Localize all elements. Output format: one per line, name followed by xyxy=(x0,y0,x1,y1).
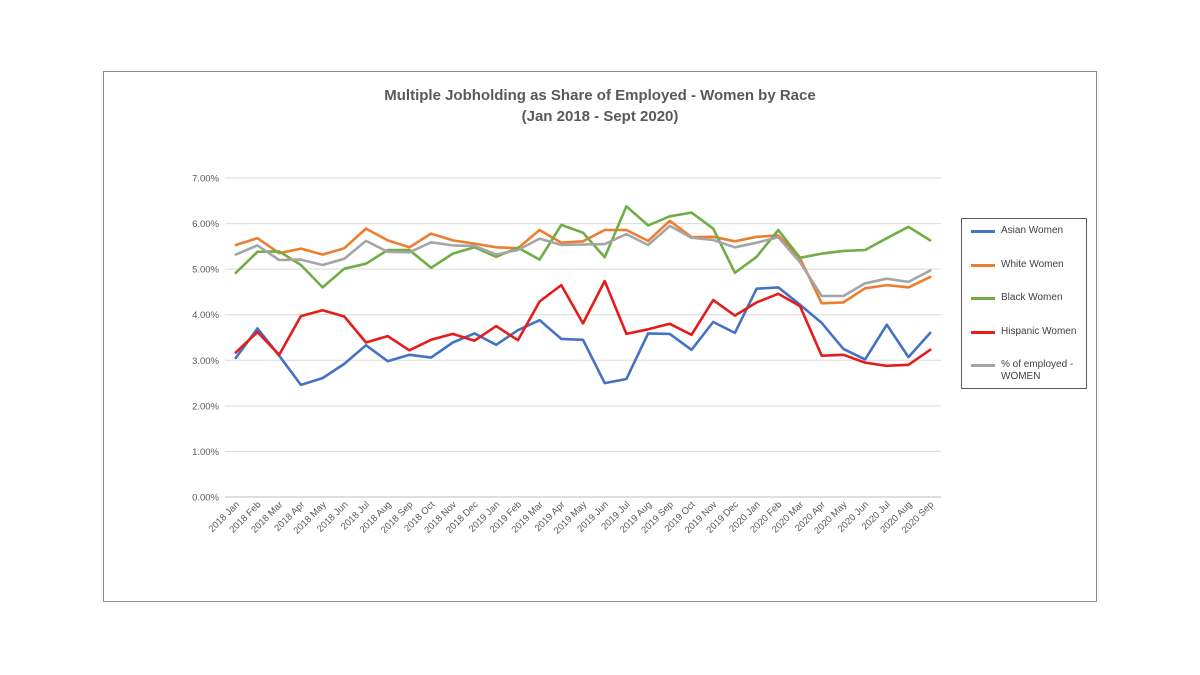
y-tick-label: 4.00% xyxy=(192,310,219,321)
chart-frame: Multiple Jobholding as Share of Employed… xyxy=(103,71,1097,602)
legend-label: Asian Women xyxy=(1001,225,1064,236)
legend-swatch xyxy=(971,297,995,300)
legend-swatch xyxy=(971,364,995,367)
series-line-hispanic-women xyxy=(234,279,932,368)
y-tick-label: 5.00% xyxy=(192,265,219,276)
series-line-white-women xyxy=(234,219,932,305)
legend-swatch xyxy=(971,264,995,267)
y-tick-label: 7.00% xyxy=(192,174,219,185)
chart-title: Multiple Jobholding as Share of Employed… xyxy=(384,87,816,104)
y-tick-label: 6.00% xyxy=(192,219,219,230)
series-line-black-women xyxy=(234,205,932,289)
legend-label: White Women xyxy=(1001,259,1064,270)
legend-label: Hispanic Women xyxy=(1001,326,1077,337)
y-tick-label: 0.00% xyxy=(192,493,219,504)
legend-swatch xyxy=(971,230,995,233)
legend-label: % of employed - WOMEN xyxy=(1001,359,1074,382)
legend-swatch xyxy=(971,331,995,334)
line-chart-plot: 0.00% 1.00% 2.00% 3.00% 4.00% 5.00% 6.00% 7.00%… xyxy=(192,174,941,537)
y-tick-label: 2.00% xyxy=(192,401,219,412)
chart-title-block: Multiple Jobholding as Share of Employed… xyxy=(104,85,1096,127)
y-tick-label: 3.00% xyxy=(192,356,219,367)
chart-subtitle: (Jan 2018 - Sept 2020) xyxy=(521,108,679,125)
series-line-asian-women xyxy=(234,286,932,387)
series-line-of-employed-women xyxy=(234,224,932,298)
legend-label: Black Women xyxy=(1001,292,1063,303)
y-tick-label: 1.00% xyxy=(192,447,219,458)
chart-legend: Asian Women White Women Black Women Hispani… xyxy=(961,218,1087,389)
